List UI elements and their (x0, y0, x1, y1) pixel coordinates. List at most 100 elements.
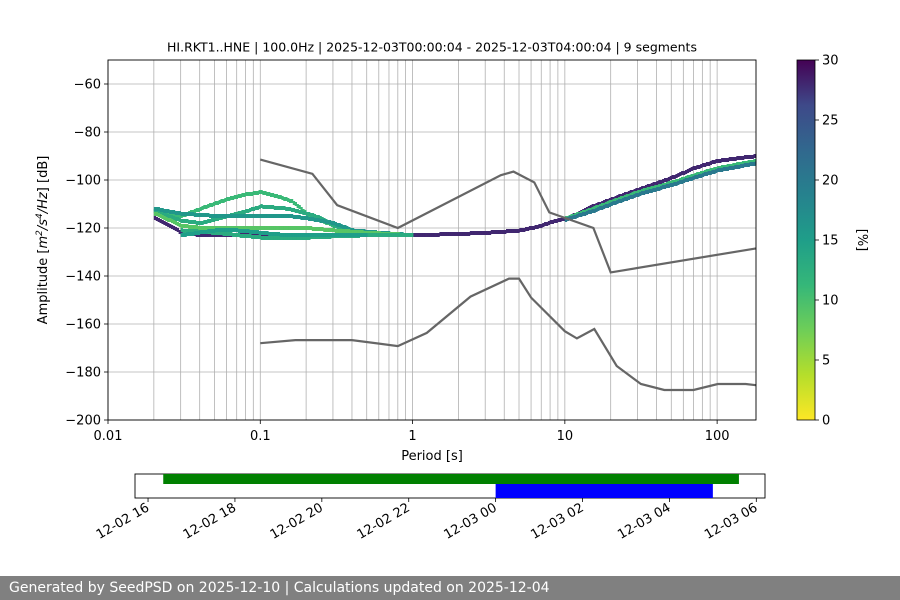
psd-cell (163, 221, 166, 225)
psd-cell (311, 213, 315, 217)
psd-cell (580, 213, 583, 217)
psd-cell (412, 233, 416, 237)
psd-cell (226, 197, 229, 201)
psd-cell (302, 211, 305, 215)
psd-cell (165, 222, 168, 226)
psd-cell (620, 196, 623, 200)
psd-cell (427, 233, 431, 237)
psd-cell (302, 236, 305, 240)
psd-cell (654, 188, 657, 192)
psd-cell (732, 163, 735, 167)
psd-cell (621, 198, 625, 202)
psd-cell (281, 236, 284, 240)
psd-cell (300, 226, 303, 230)
psd-cell (511, 229, 515, 233)
psd-cell (193, 220, 197, 224)
psd-cell (203, 220, 206, 224)
colorbar-tick-label: 25 (822, 114, 839, 129)
psd-cell (414, 233, 417, 237)
psd-cell (433, 233, 436, 237)
psd-cell (264, 231, 267, 235)
psd-cell (250, 214, 254, 218)
psd-cell (260, 214, 263, 218)
psd-cell (684, 178, 688, 182)
psd-cell (298, 226, 301, 230)
psd-cell (271, 205, 275, 209)
psd-cell (190, 232, 193, 236)
psd-cell (614, 198, 617, 202)
psd-cell (273, 194, 277, 198)
psd-cell (268, 205, 271, 209)
psd-cell (658, 184, 661, 188)
y-tick-label: −80 (74, 126, 101, 141)
psd-cell (264, 214, 267, 218)
psd-cell (252, 207, 256, 211)
psd-cell (216, 231, 220, 235)
psd-cell (382, 233, 385, 237)
psd-cell (294, 209, 298, 213)
psd-cell (273, 232, 277, 236)
psd-cell (648, 184, 652, 188)
psd-cell (289, 233, 292, 237)
psd-cell (357, 230, 360, 234)
psd-cell (309, 226, 313, 230)
psd-cell (207, 219, 210, 223)
psd-cell (300, 216, 303, 220)
psd-cell (266, 205, 269, 209)
psd-cell (161, 220, 164, 224)
psd-cell (279, 236, 282, 240)
psd-cell (753, 154, 756, 158)
psd-cell (178, 223, 181, 227)
psd-cell (701, 173, 705, 177)
psd-cell (201, 233, 204, 237)
psd-cell (677, 181, 680, 185)
psd-cell (256, 230, 260, 234)
psd-cell (435, 233, 438, 237)
psd-cell (273, 226, 277, 230)
psd-cell (542, 223, 545, 227)
psd-cell (216, 201, 219, 205)
psd-cell (239, 226, 242, 230)
psd-cell (599, 206, 602, 210)
psd-cell (350, 233, 353, 237)
psd-cell (296, 204, 299, 208)
psd-cell (268, 236, 271, 240)
psd-cell (233, 195, 237, 199)
y-tick-label: −120 (65, 222, 101, 237)
psd-cell (530, 226, 534, 230)
psd-cell (315, 215, 318, 219)
psd-cell (521, 228, 524, 232)
psd-cell (264, 205, 267, 209)
psd-cell (197, 231, 201, 235)
psd-cell (441, 232, 444, 236)
psd-cell (228, 232, 231, 236)
psd-cell (260, 204, 263, 208)
psd-cell (311, 217, 315, 221)
psd-cell (397, 233, 400, 237)
psd-cell (218, 228, 222, 232)
psd-cell (610, 197, 613, 201)
psd-cell (224, 198, 227, 202)
timeline-tick-label: 12-02 16 (94, 500, 152, 542)
psd-cell (317, 227, 320, 231)
psd-cell (161, 215, 164, 219)
psd-cell (675, 179, 678, 183)
psd-cell (639, 192, 642, 196)
psd-cell (241, 210, 244, 214)
psd-cell (420, 233, 423, 237)
psd-cell (486, 231, 490, 235)
psd-cell (262, 226, 265, 230)
psd-cell (254, 235, 258, 239)
psd-cell (161, 208, 164, 212)
psd-cell (216, 217, 219, 221)
psd-cell (226, 232, 229, 236)
psd-cell (721, 158, 724, 162)
psd-cell (328, 220, 332, 224)
psd-cell (534, 225, 537, 229)
psd-cell (591, 204, 594, 208)
psd-cell (315, 227, 318, 231)
psd-cell (682, 179, 686, 183)
timeline-tick-label: 12-02 22 (355, 500, 413, 542)
psd-cell (700, 164, 703, 168)
y-tick-label: −100 (65, 174, 101, 189)
